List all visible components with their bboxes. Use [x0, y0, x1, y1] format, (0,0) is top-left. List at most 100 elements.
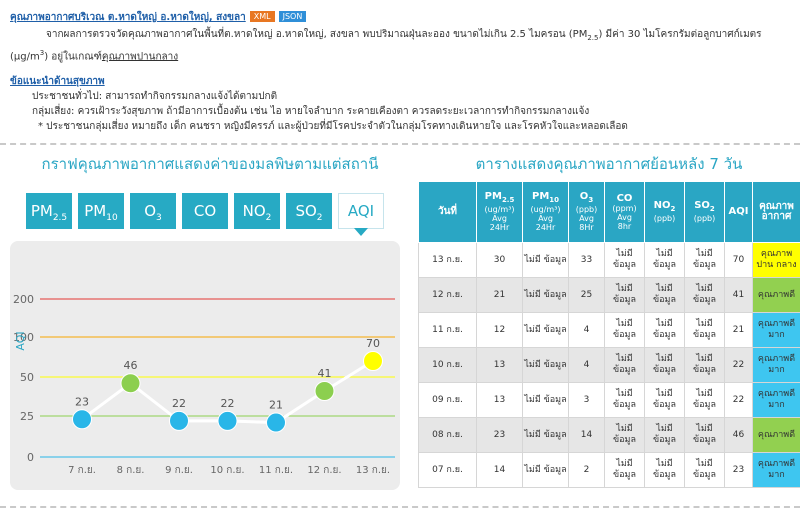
col-aqi-label: AQI — [728, 206, 749, 217]
col-so2-unit: (ppb) — [693, 214, 716, 223]
tab-so2-label: SO — [295, 202, 317, 220]
cell-pm10: ไม่มี ข้อมูล — [522, 242, 569, 278]
table-row: 07 ก.ย. 14 ไม่มี ข้อมูล 2 ไม่มี ข้อมูล ไม่มี … — [418, 452, 800, 488]
xml-badge[interactable]: XML — [249, 11, 275, 22]
cell-pm10: ไม่มี ข้อมูล — [522, 347, 569, 383]
advice-note: * ประชาชนกลุ่มเสี่ยง หมายถึง เด็ก คนชรา … — [38, 121, 628, 133]
summary-text: จากผลการตรวจวัดคุณภาพอากาศในพื้นที่ต.หาด… — [10, 27, 795, 64]
summary-text-before: จากผลการตรวจวัดคุณภาพอากาศในพื้นที่ต.หาด… — [46, 29, 588, 40]
cell-so2: ไม่มี ข้อมูล — [684, 347, 725, 383]
table-row: 13 ก.ย. 30 ไม่มี ข้อมูล 33 ไม่มี ข้อมูล ไม่มี… — [418, 242, 800, 278]
cell-so2: ไม่มี ข้อมูล — [684, 312, 725, 348]
cell-quality: คุณภาพปาน กลาง — [752, 242, 800, 278]
cell-no2: ไม่มี ข้อมูล — [644, 417, 685, 453]
col-no2: NO2 (ppb) — [644, 181, 685, 243]
data-point — [72, 409, 92, 430]
x-tick-label: 10 ก.ย. — [210, 465, 244, 476]
table-row: 08 ก.ย. 23 ไม่มี ข้อมูล 14 ไม่มี ข้อมูล ไม่มี… — [418, 417, 800, 453]
cell-pm10: ไม่มี ข้อมูล — [522, 277, 569, 313]
tab-so2[interactable]: SO2 — [286, 193, 332, 229]
cell-pm25: 13 — [476, 347, 523, 383]
chart-panel-title: กราฟคุณภาพอากาศแสดงค่าของมลพิษตามแต่สถาน… — [41, 155, 379, 173]
tab-no2-sub: 2 — [265, 213, 272, 223]
data-point — [266, 412, 286, 433]
cell-co: ไม่มี ข้อมูล — [604, 242, 645, 278]
y-tick-label: 0 — [27, 451, 34, 464]
summary-heading: คุณภาพอากาศบริเวณ ต.หาดใหญ่ อ.หาดใหญ่, ส… — [10, 10, 795, 25]
col-so2-sub: 2 — [709, 205, 715, 213]
tab-co[interactable]: CO — [182, 193, 228, 229]
col-pm10: PM10 (ug/m³) Avg 24Hr — [522, 181, 569, 243]
cell-so2: ไม่มี ข้อมูล — [684, 417, 725, 453]
cell-quality: คุณภาพดี — [752, 277, 800, 313]
data-point — [363, 351, 383, 371]
health-advice-heading: ข้อแนะนำด้านสุขภาพ — [10, 74, 795, 89]
divider-bottom — [0, 506, 800, 508]
tab-pm25[interactable]: PM2.5 — [26, 193, 72, 229]
col-pm10-sub: 10 — [549, 196, 560, 204]
history-table-wrap: วันที่ PM2.5 (ug/m³) Avg 24Hr PM10 (ug/m³) Av… — [418, 181, 800, 488]
tab-aqi[interactable]: AQI — [338, 193, 384, 236]
col-o3-unit: (ppb) — [575, 205, 598, 214]
x-tick-label: 12 ก.ย. — [307, 465, 341, 476]
y-axis-label: AQI — [14, 331, 27, 350]
tab-aqi-label: AQI — [347, 202, 375, 220]
col-pm10-period: 24Hr — [535, 223, 556, 232]
tab-pm25-label: PM — [30, 202, 53, 220]
cell-pm10: ไม่มี ข้อมูล — [522, 312, 569, 348]
data-label: 70 — [366, 337, 380, 350]
cell-quality: คุณภาพดีมาก — [752, 382, 800, 418]
col-quality-label: คุณภาพอากาศ — [759, 201, 794, 222]
json-badge[interactable]: JSON — [278, 11, 307, 22]
cell-date: 13 ก.ย. — [418, 242, 477, 278]
col-pm10-base: PM — [531, 191, 550, 202]
x-tick-label: 9 ก.ย. — [165, 465, 193, 476]
tab-no2-label: NO — [242, 202, 266, 220]
tab-no2[interactable]: NO2 — [234, 193, 280, 229]
tab-pm10-sub: 10 — [106, 213, 118, 223]
col-co: CO (ppm) Avg 8hr — [604, 181, 645, 243]
cell-so2: ไม่มี ข้อมูล — [684, 242, 725, 278]
data-label: 22 — [172, 397, 186, 410]
cell-co: ไม่มี ข้อมูล — [604, 277, 645, 313]
col-co-period: 8hr — [617, 221, 632, 231]
cell-no2: ไม่มี ข้อมูล — [644, 347, 685, 383]
cell-o3: 25 — [568, 277, 605, 313]
cell-aqi: 23 — [724, 452, 753, 488]
data-point — [169, 410, 189, 431]
tab-o3[interactable]: O3 — [130, 193, 176, 229]
col-quality: คุณภาพอากาศ — [752, 181, 800, 243]
table-body: 13 ก.ย. 30 ไม่มี ข้อมูล 33 ไม่มี ข้อมูล ไม่มี… — [418, 242, 800, 488]
cell-date: 09 ก.ย. — [418, 382, 477, 418]
cell-so2: ไม่มี ข้อมูล — [684, 382, 725, 418]
col-no2-unit: (ppb) — [653, 214, 676, 223]
cell-no2: ไม่มี ข้อมูล — [644, 452, 685, 488]
cell-o3: 14 — [568, 417, 605, 453]
cell-quality: คุณภาพดี — [752, 417, 800, 453]
tab-pm10[interactable]: PM10 — [78, 193, 124, 229]
col-pm25-base: PM — [484, 191, 502, 202]
y-tick-label: 50 — [20, 371, 34, 384]
cell-pm25: 14 — [476, 452, 523, 488]
cell-aqi: 70 — [724, 242, 753, 278]
location-title-link[interactable]: คุณภาพอากาศบริเวณ ต.หาดใหญ่ อ.หาดใหญ่, ส… — [10, 12, 246, 23]
cell-o3: 2 — [568, 452, 605, 488]
col-o3: O3 (ppb) Avg 8Hr — [568, 181, 605, 243]
cell-pm10: ไม่มี ข้อมูล — [522, 452, 569, 488]
cell-date: 12 ก.ย. — [418, 277, 477, 313]
col-pm25-avg: Avg — [492, 214, 507, 223]
col-aqi: AQI — [724, 181, 753, 243]
cell-co: ไม่มี ข้อมูล — [604, 312, 645, 348]
col-no2-base: NO — [653, 200, 671, 211]
cell-o3: 33 — [568, 242, 605, 278]
summary-text-mid: ) มีค่า 30 ไมโครกรัมต่อลูกบาศก์เมตร (µg/… — [10, 29, 762, 63]
cell-o3: 3 — [568, 382, 605, 418]
col-co-unit: (ppm) — [612, 203, 637, 213]
cell-aqi: 41 — [724, 277, 753, 313]
x-tick-label: 7 ก.ย. — [68, 465, 96, 476]
table-panel-title: ตารางแสดงคุณภาพอากาศย้อนหลัง 7 วัน — [475, 155, 743, 173]
cell-so2: ไม่มี ข้อมูล — [684, 452, 725, 488]
col-o3-sub: 3 — [588, 196, 594, 204]
table-header-row: วันที่ PM2.5 (ug/m³) Avg 24Hr PM10 (ug/m³) Av… — [418, 181, 800, 243]
col-so2-base: SO — [694, 200, 710, 211]
